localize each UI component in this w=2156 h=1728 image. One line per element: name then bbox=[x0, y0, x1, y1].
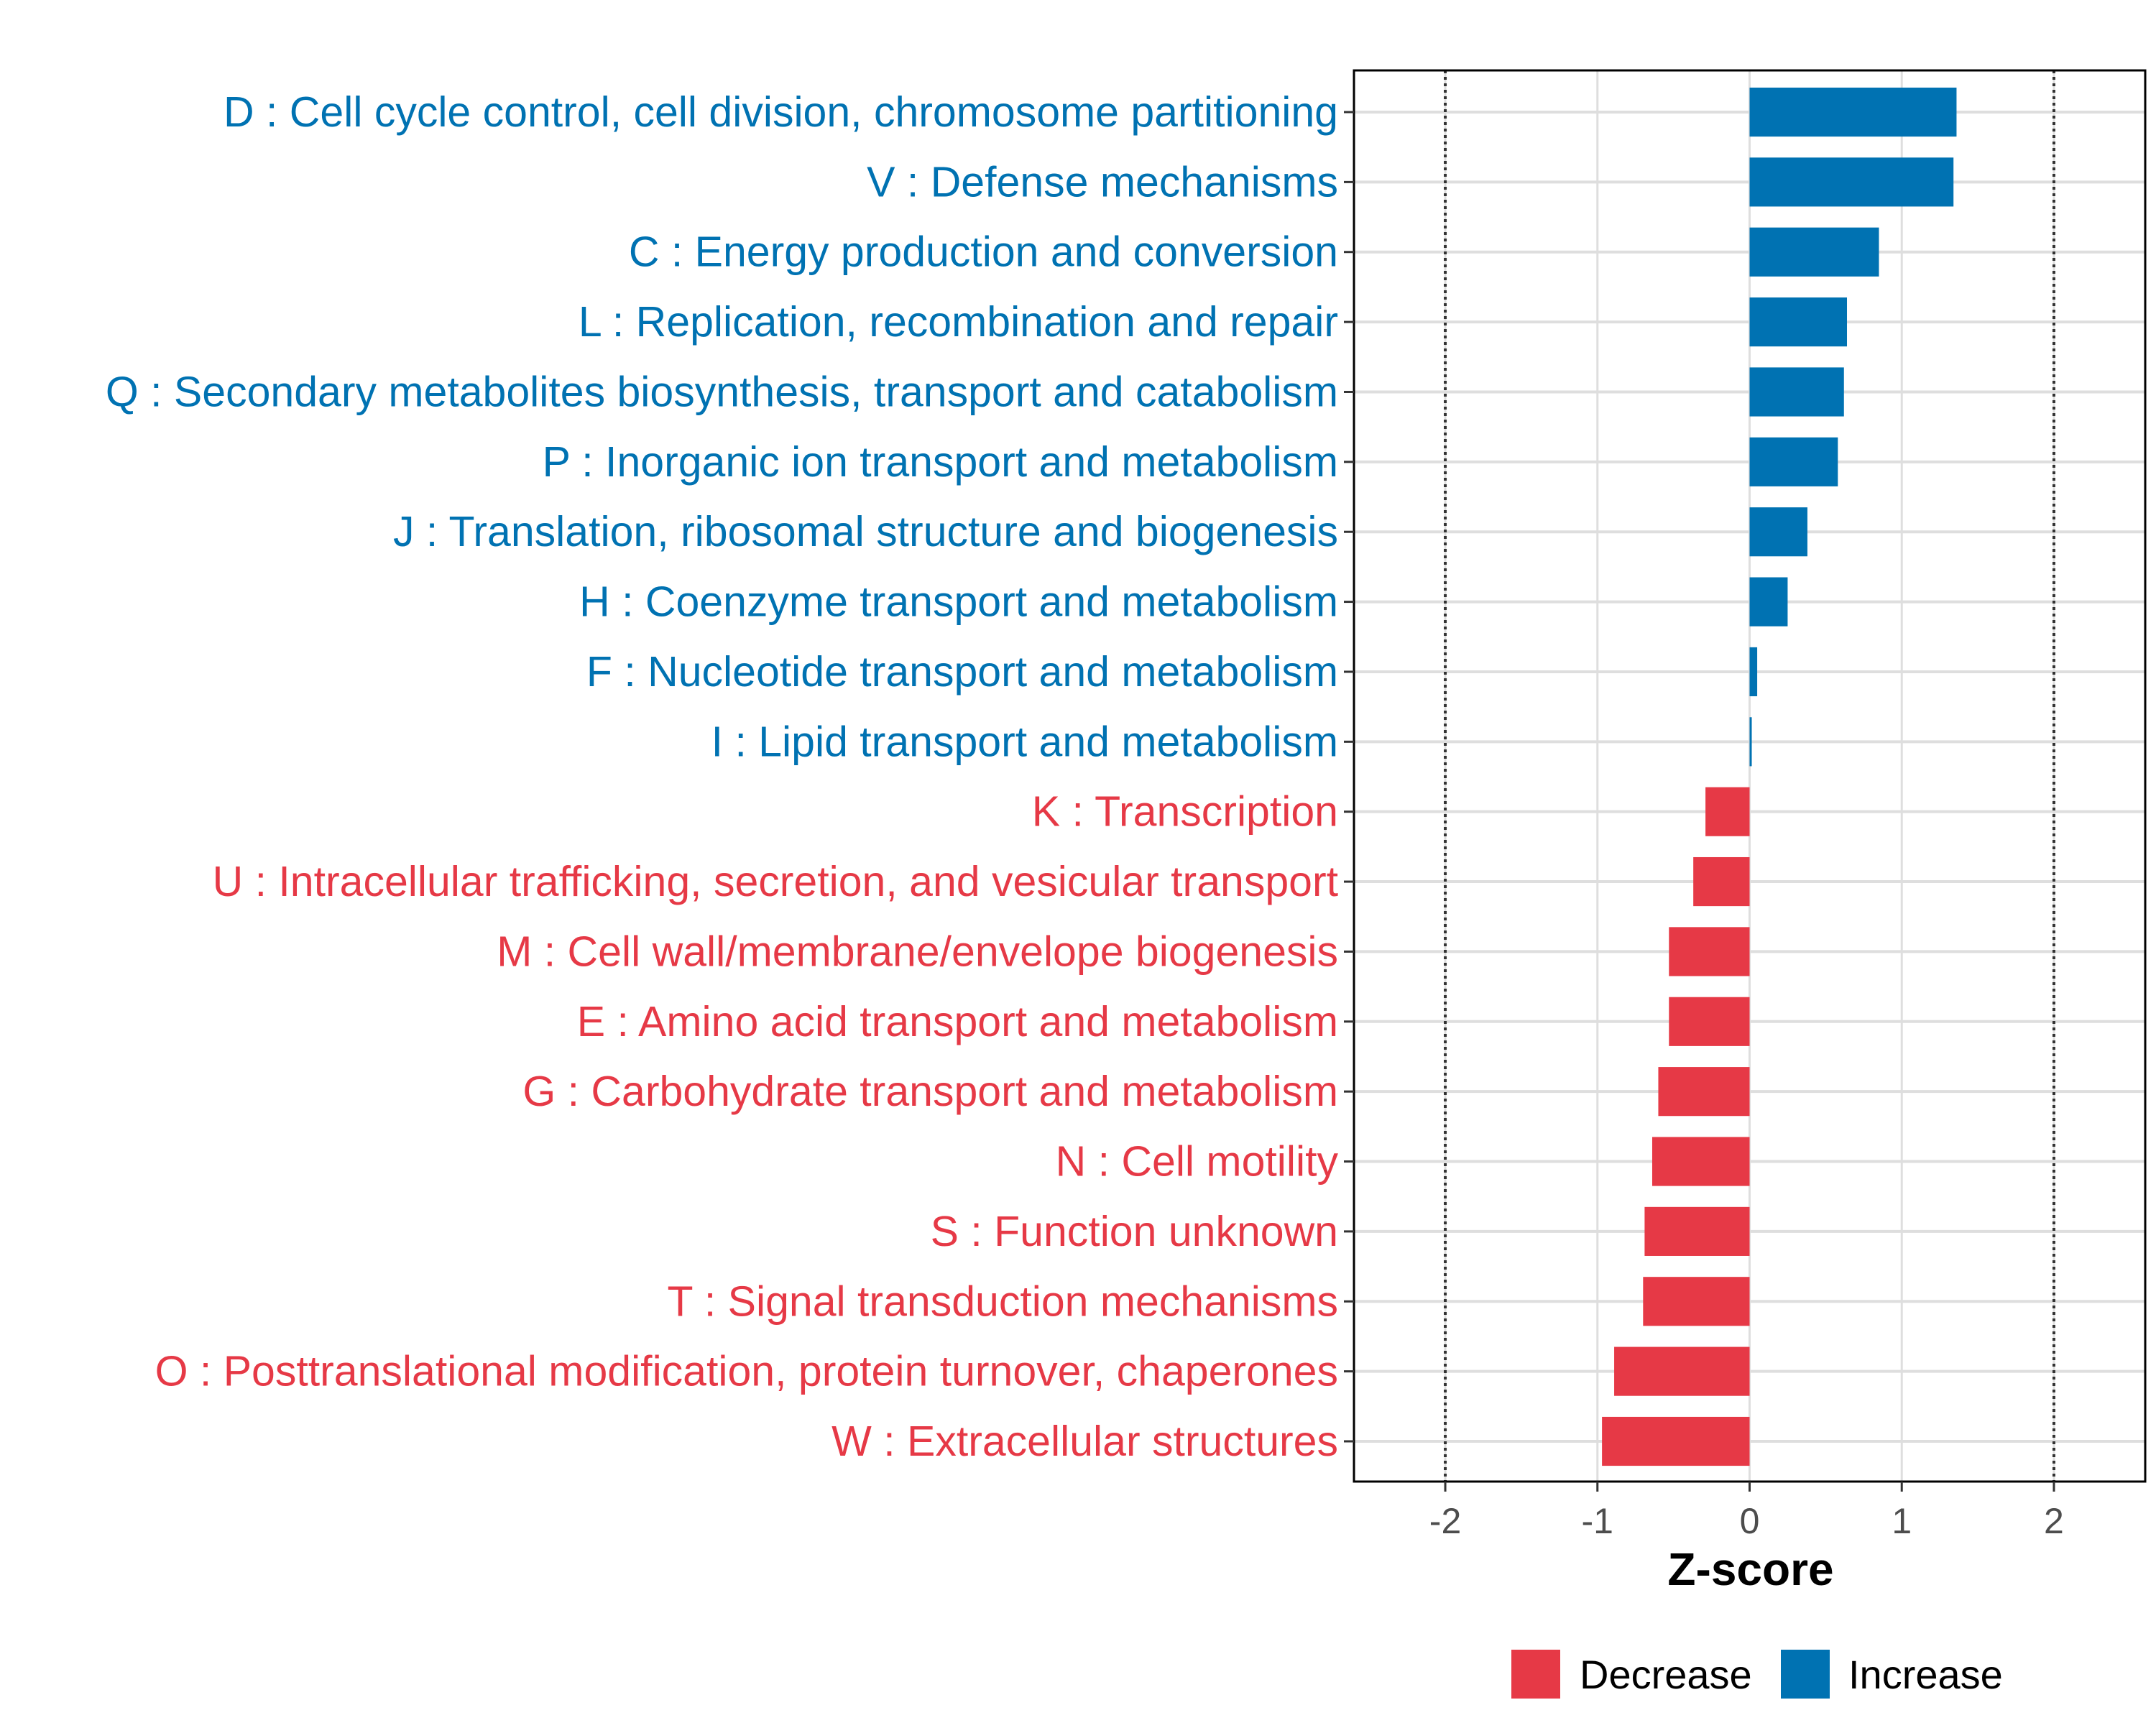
x-tick-label-2: -2 bbox=[1429, 1501, 1461, 1541]
category-label-t: T : Signal transduction mechanisms bbox=[667, 1277, 1338, 1325]
x-tick-label-1: -1 bbox=[1582, 1501, 1613, 1541]
bar-i bbox=[1749, 717, 1752, 767]
bar-l bbox=[1749, 297, 1848, 347]
bar-v bbox=[1749, 157, 1954, 207]
category-label-e: E : Amino acid transport and metabolism bbox=[577, 998, 1338, 1045]
reference-line-layer bbox=[1444, 70, 2055, 1482]
category-label-u: U : Intracellular trafficking, secretion… bbox=[213, 858, 1338, 905]
x-axis-title: Z-score bbox=[1667, 1543, 1833, 1595]
bar-q bbox=[1749, 367, 1844, 417]
x-tick-label-1: 1 bbox=[1892, 1501, 1912, 1541]
bar-j bbox=[1749, 507, 1807, 557]
category-label-v: V : Defense mechanisms bbox=[867, 158, 1338, 205]
category-label-i: I : Lipid transport and metabolism bbox=[711, 718, 1338, 765]
bar-w bbox=[1602, 1416, 1750, 1466]
category-label-k: K : Transcription bbox=[1032, 788, 1338, 836]
x-tick-label-0: 0 bbox=[1740, 1501, 1760, 1541]
legend-swatch-decrease bbox=[1511, 1650, 1560, 1699]
category-label-layer: D : Cell cycle control, cell division, c… bbox=[106, 88, 1354, 1465]
category-label-h: H : Coenzyme transport and metabolism bbox=[579, 578, 1338, 626]
bar-s bbox=[1644, 1206, 1750, 1256]
legend-label-decrease: Decrease bbox=[1580, 1652, 1752, 1697]
bar-c bbox=[1749, 227, 1879, 277]
category-label-f: F : Nucleotide transport and metabolism bbox=[586, 648, 1338, 696]
category-label-o: O : Posttranslational modification, prot… bbox=[155, 1348, 1338, 1395]
category-label-s: S : Function unknown bbox=[931, 1208, 1338, 1255]
bar-k bbox=[1705, 787, 1750, 836]
legend: Decrease Increase bbox=[1511, 1650, 2003, 1699]
x-axis: -2 -1 0 1 2 bbox=[1429, 1482, 2064, 1541]
bar-e bbox=[1669, 997, 1750, 1046]
x-tick-label-2: 2 bbox=[2044, 1501, 2064, 1541]
bar-f bbox=[1749, 647, 1758, 697]
category-label-c: C : Energy production and conversion bbox=[629, 228, 1338, 276]
bar-o bbox=[1614, 1346, 1750, 1396]
category-label-q: Q : Secondary metabolites biosynthesis, … bbox=[106, 368, 1338, 415]
bar-n bbox=[1651, 1137, 1750, 1186]
category-label-l: L : Replication, recombination and repai… bbox=[579, 298, 1338, 346]
bar-g bbox=[1658, 1067, 1750, 1117]
bar-h bbox=[1749, 577, 1788, 627]
bar-t bbox=[1643, 1277, 1750, 1326]
bar-u bbox=[1693, 856, 1750, 907]
bar-layer bbox=[1602, 87, 1957, 1466]
legend-swatch-increase bbox=[1781, 1650, 1830, 1699]
category-label-n: N : Cell motility bbox=[1056, 1138, 1339, 1186]
category-label-g: G : Carbohydrate transport and metabolis… bbox=[522, 1068, 1338, 1115]
category-label-d: D : Cell cycle control, cell division, c… bbox=[224, 88, 1338, 136]
bar-p bbox=[1749, 437, 1838, 486]
legend-label-increase: Increase bbox=[1848, 1652, 2003, 1697]
category-label-j: J : Translation, ribosomal structure and… bbox=[393, 508, 1338, 555]
category-label-m: M : Cell wall/membrane/envelope biogenes… bbox=[497, 928, 1338, 975]
bar-m bbox=[1669, 927, 1750, 976]
category-label-p: P : Inorganic ion transport and metaboli… bbox=[543, 438, 1338, 486]
category-label-w: W : Extracellular structures bbox=[831, 1418, 1338, 1465]
bar-d bbox=[1749, 87, 1957, 137]
